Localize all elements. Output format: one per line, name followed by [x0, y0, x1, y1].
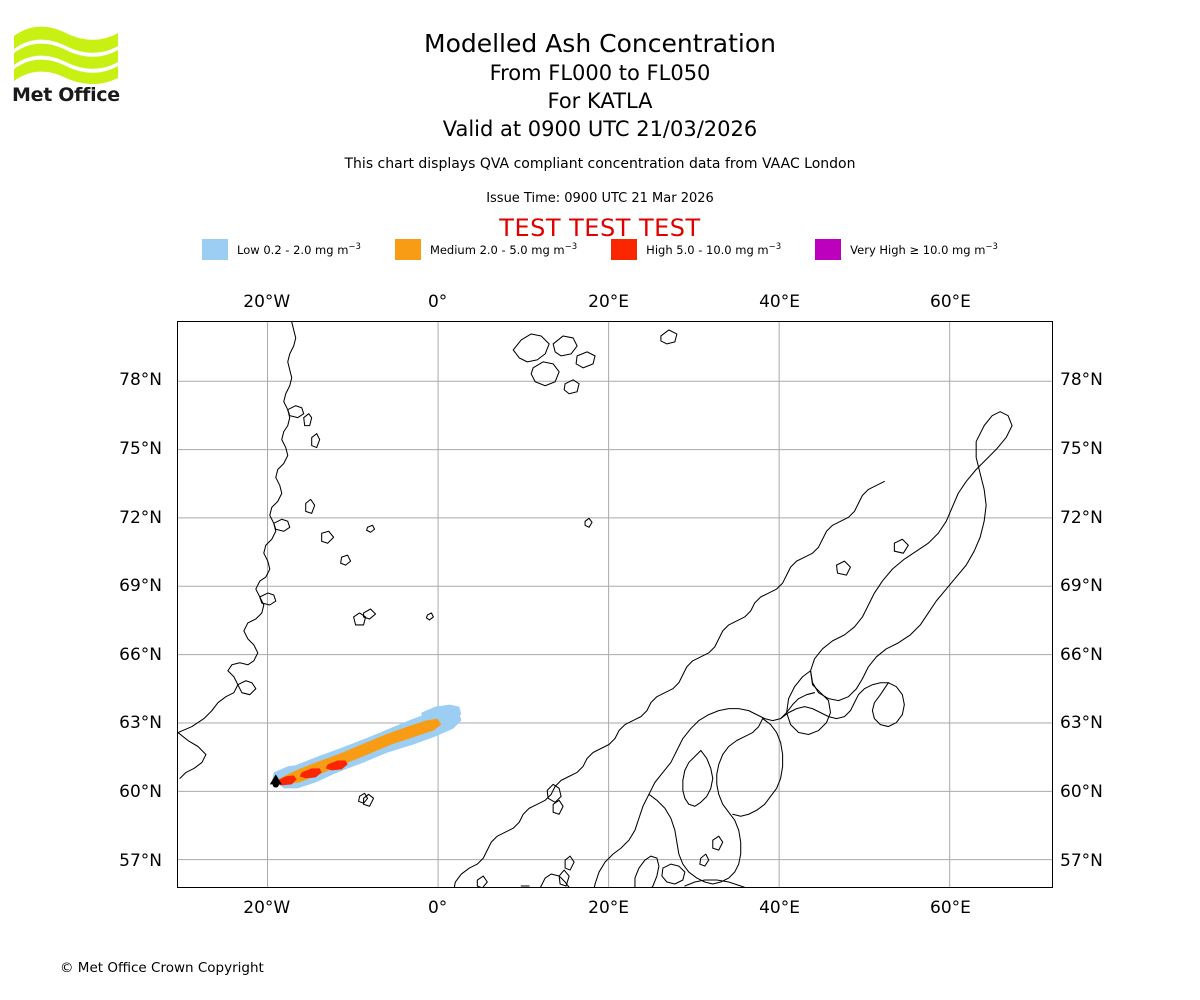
lat-tick-label-left: 66°N	[119, 644, 162, 665]
plume-high-3	[325, 760, 348, 771]
lat-tick-label-left: 57°N	[119, 850, 162, 871]
legend-low-swatch	[202, 239, 229, 260]
map-container[interactable]	[177, 321, 1053, 888]
grid-lines	[178, 322, 1052, 887]
legend-medium: Medium 2.0 - 5.0 mg m−3	[394, 239, 611, 260]
concentration-legend: Low 0.2 - 2.0 mg m−3 Medium 2.0 - 5.0 mg …	[0, 239, 1200, 260]
legend-low: Low 0.2 - 2.0 mg m−3	[202, 239, 395, 260]
legend-very-high-swatch	[815, 239, 842, 260]
lon-tick-label-bottom: 60°E	[930, 898, 971, 918]
coastlines	[178, 322, 1013, 887]
legend-high-label: High 5.0 - 10.0 mg m−3	[646, 242, 782, 257]
met-office-logo-text: Met Office	[12, 84, 120, 106]
longitude-axis-bottom: 20°W 0° 20°E 40°E 60°E	[177, 894, 1053, 918]
legend-medium-swatch	[394, 239, 421, 260]
flight-level-line: From FL000 to FL050	[489, 61, 711, 85]
longitude-axis-top: 20°W 0° 20°E 40°E 60°E	[177, 292, 1053, 314]
latitude-axis-left: 57°N 60°N 63°N 66°N 69°N 72°N 75°N 78°N	[0, 321, 170, 888]
map-canvas	[178, 322, 1052, 887]
lat-tick-label-right: 69°N	[1060, 576, 1103, 597]
lat-tick-label-left: 72°N	[119, 507, 162, 528]
valid-time-line: Valid at 0900 UTC 21/03/2026	[442, 117, 758, 141]
volcano-source-marker	[269, 774, 282, 788]
page-title: Modelled Ash Concentration	[424, 29, 776, 58]
legend-very-high-label: Very High ≥ 10.0 mg m−3	[850, 242, 998, 257]
legend-high: High 5.0 - 10.0 mg m−3	[611, 239, 815, 260]
lat-tick-label-right: 57°N	[1060, 850, 1103, 871]
chart-title-block: Modelled Ash Concentration From FL000 to…	[0, 28, 1200, 143]
latitude-axis-right: 57°N 60°N 63°N 66°N 69°N 72°N 75°N 78°N	[1060, 321, 1200, 888]
plume-low-tip	[421, 704, 462, 721]
lon-tick-label-bottom: 40°E	[759, 898, 800, 918]
lon-tick-label-bottom: 20°W	[243, 898, 291, 918]
volcano-line: For KATLA	[547, 89, 653, 113]
lon-tick-label-bottom: 20°E	[588, 898, 630, 918]
lat-tick-label-right: 78°N	[1060, 370, 1103, 391]
lat-tick-label-left: 75°N	[119, 439, 162, 460]
plume-high-2	[299, 768, 322, 779]
lon-tick-label-top: 20°E	[588, 292, 630, 312]
met-office-wave-icon	[14, 26, 118, 84]
ash-plume	[269, 704, 462, 789]
legend-low-label: Low 0.2 - 2.0 mg m−3	[237, 242, 361, 257]
met-office-logo: Met Office	[12, 22, 132, 112]
lon-tick-label-top: 0°	[427, 292, 448, 312]
lon-tick-label-top: 20°W	[243, 292, 291, 312]
lat-tick-label-left: 60°N	[119, 781, 162, 802]
map-frame	[177, 321, 1053, 888]
lat-tick-label-right: 63°N	[1060, 713, 1103, 734]
lon-tick-label-top: 60°E	[930, 292, 971, 312]
lon-tick-label-bottom: 0°	[427, 898, 448, 918]
lat-tick-label-right: 72°N	[1060, 507, 1103, 528]
chart-subtitle: This chart displays QVA compliant concen…	[344, 156, 856, 172]
legend-very-high: Very High ≥ 10.0 mg m−3	[815, 239, 998, 260]
lon-tick-label-top: 40°E	[759, 292, 800, 312]
lat-tick-label-right: 75°N	[1060, 439, 1103, 460]
test-banner: TEST TEST TEST	[499, 214, 701, 242]
lat-tick-label-left: 69°N	[119, 576, 162, 597]
plume-medium	[277, 718, 442, 785]
lat-tick-label-right: 60°N	[1060, 781, 1103, 802]
legend-high-swatch	[611, 239, 638, 260]
plume-high-1	[275, 775, 297, 786]
issue-time-label: Issue Time: 0900 UTC 21 Mar 2026	[486, 191, 714, 206]
copyright-notice: © Met Office Crown Copyright	[60, 960, 264, 976]
lat-tick-label-left: 78°N	[119, 370, 162, 391]
lat-tick-label-right: 66°N	[1060, 644, 1103, 665]
lat-tick-label-left: 63°N	[119, 713, 162, 734]
legend-medium-label: Medium 2.0 - 5.0 mg m−3	[429, 242, 578, 257]
